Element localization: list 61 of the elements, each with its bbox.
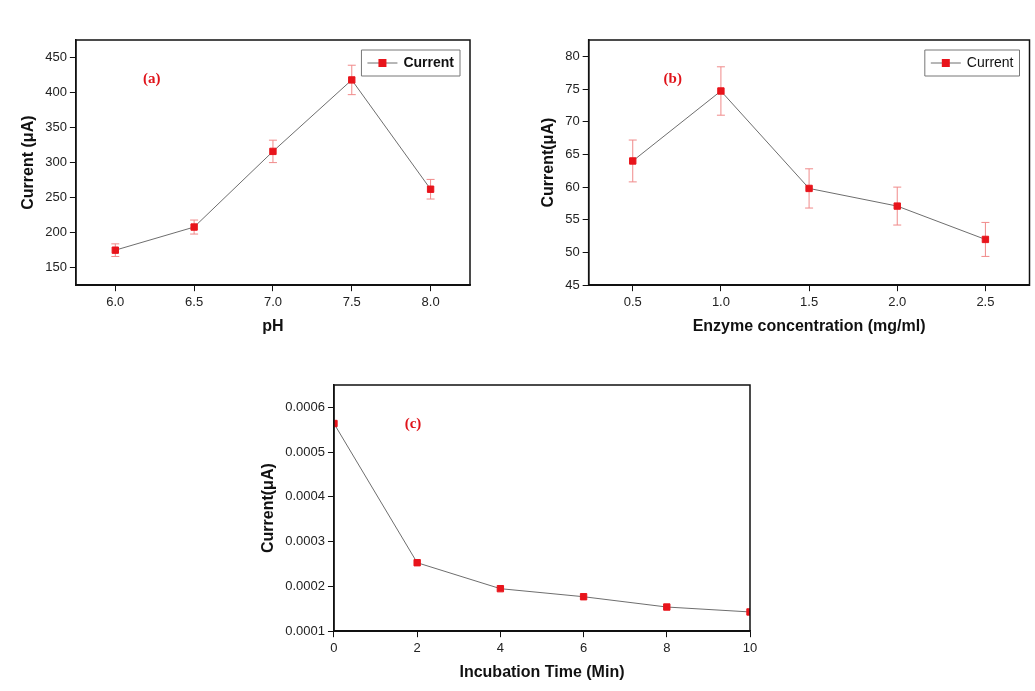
y-axis-title: Current(μA) xyxy=(539,117,557,208)
point xyxy=(426,185,435,193)
y-tick-label: 55 xyxy=(565,211,580,227)
y-tick-label: 0.0006 xyxy=(285,398,325,414)
legend-label: Current xyxy=(966,53,1014,70)
point xyxy=(981,235,990,244)
point xyxy=(496,584,505,593)
y-tick-label: 70 xyxy=(565,113,580,129)
x-tick-label: 1.5 xyxy=(800,293,819,309)
y-tick-label: 0.0003 xyxy=(285,533,325,549)
x-tick-label: 0 xyxy=(330,639,338,655)
point xyxy=(413,559,421,567)
x-tick-label: 7.5 xyxy=(342,293,361,309)
point xyxy=(629,157,637,165)
x-tick-label: 7.0 xyxy=(263,293,282,309)
y-tick-label: 200 xyxy=(45,224,67,240)
x-tick-label: 6.0 xyxy=(106,293,125,309)
point xyxy=(190,223,198,231)
x-tick-label: 8 xyxy=(663,639,671,655)
y-tick-label: 60 xyxy=(565,178,580,194)
legend-label: Current xyxy=(403,53,455,70)
x-tick-label: 1.0 xyxy=(711,293,730,309)
x-axis-title: Enzyme concentration (mg/ml) xyxy=(692,316,926,334)
y-tick-label: 80 xyxy=(565,47,580,63)
y-tick-label: 300 xyxy=(45,154,67,170)
x-tick-label: 2 xyxy=(413,639,421,655)
annotation: (a) xyxy=(142,70,161,88)
point xyxy=(269,147,277,156)
x-tick-label: 2.5 xyxy=(976,293,995,309)
x-tick-label: 0.5 xyxy=(623,293,642,309)
y-tick-label: 0.0004 xyxy=(285,488,325,504)
point xyxy=(893,202,901,210)
y-tick-label: 400 xyxy=(45,84,67,100)
y-tick-label: 45 xyxy=(565,276,580,292)
annotation: (b) xyxy=(663,70,682,88)
y-tick-label: 150 xyxy=(45,259,67,275)
y-tick-label: 50 xyxy=(565,244,580,260)
x-tick-label: 4 xyxy=(496,639,504,655)
y-tick-label: 65 xyxy=(565,146,580,161)
point xyxy=(663,603,671,611)
x-axis-title: pH xyxy=(262,316,284,334)
x-tick-label: 8.0 xyxy=(421,293,440,309)
point xyxy=(348,76,356,84)
x-tick-label: 10 xyxy=(742,639,758,655)
y-tick-label: 350 xyxy=(45,119,67,135)
point xyxy=(717,87,725,95)
y-tick-label: 0.0002 xyxy=(285,578,325,594)
annotation: (c) xyxy=(404,415,422,433)
x-tick-label: 6.5 xyxy=(185,293,204,309)
point xyxy=(805,184,813,193)
y-tick-label: 0.0001 xyxy=(285,622,325,638)
y-tick-label: 250 xyxy=(45,189,67,205)
y-tick-label: 450 xyxy=(45,49,67,65)
y-tick-label: 75 xyxy=(565,80,580,96)
x-tick-label: 2.0 xyxy=(888,293,907,309)
x-axis-title: Incubation Time (Min) xyxy=(459,662,625,680)
y-tick-label: 0.0005 xyxy=(285,443,325,459)
y-axis-title: Current(μA) xyxy=(259,463,277,553)
point xyxy=(579,593,588,601)
y-axis-title: Current (μA) xyxy=(19,115,37,210)
x-tick-label: 6 xyxy=(579,639,588,655)
